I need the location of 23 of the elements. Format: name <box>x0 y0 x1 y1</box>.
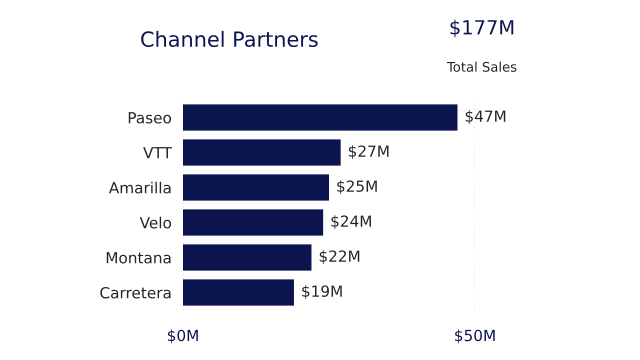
text: $177M <box>450 20 514 38</box>
x-tick-label: $50M <box>455 329 495 344</box>
data-label: $24M <box>331 215 371 229</box>
y-tick-label: VTT <box>143 147 172 158</box>
data-label: $19M <box>302 285 342 299</box>
bar <box>183 104 458 131</box>
data-label: $25M <box>337 180 377 194</box>
y-tick-label: Paseo <box>128 112 172 124</box>
y-tick-label: Amarilla <box>108 182 171 194</box>
bar <box>183 139 341 166</box>
bar <box>183 174 329 201</box>
y-tick-label: Velo <box>140 216 172 229</box>
data-label: $47M <box>466 110 506 124</box>
text: Total Sales <box>446 62 516 72</box>
bar <box>183 209 324 236</box>
data-label: $27M <box>348 145 388 159</box>
chart-title: Channel Partners <box>141 30 318 48</box>
bar <box>183 279 294 306</box>
y-tick-label: Montana <box>106 252 171 264</box>
x-tick-label: $0M <box>168 329 198 344</box>
bar <box>183 244 312 271</box>
y-tick-label: Carretera <box>100 286 170 299</box>
data-label: $22M <box>320 250 360 264</box>
